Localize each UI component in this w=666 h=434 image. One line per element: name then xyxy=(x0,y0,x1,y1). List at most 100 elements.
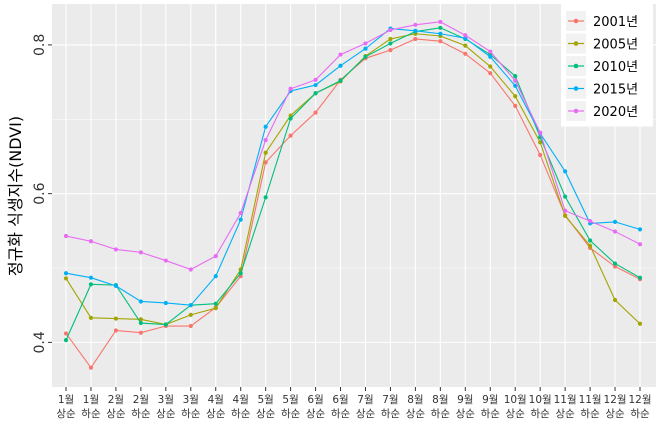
data-point xyxy=(288,116,293,121)
x-tick-label-month: 9월 xyxy=(457,394,473,406)
data-point xyxy=(612,219,618,225)
data-point xyxy=(113,247,119,252)
y-tick-label: 0.6 xyxy=(32,182,48,204)
data-point xyxy=(338,63,343,68)
x-tick-label-period: 하순 xyxy=(181,407,201,420)
x-tick-label-period: 상순 xyxy=(206,408,226,420)
x-tick-label-period: 상순 xyxy=(406,408,426,420)
legend-label: 2010년 xyxy=(593,60,638,75)
data-point xyxy=(637,275,643,280)
data-point xyxy=(63,331,69,336)
x-tick-label-month: 8월 xyxy=(407,394,423,406)
data-point xyxy=(313,110,318,115)
data-point xyxy=(288,113,293,118)
legend-label: 2020년 xyxy=(593,105,638,120)
y-axis-label: 정규화 식생지수(NDVI) xyxy=(6,116,25,276)
x-axis-ticks: 1월상순1월하순2월상순2월하순3월상순3월하순4월상순4월하순5월상순5월하순… xyxy=(56,387,652,420)
data-point xyxy=(188,312,193,317)
data-point xyxy=(263,124,268,129)
data-point xyxy=(88,275,94,280)
data-point xyxy=(587,238,593,243)
x-tick-label-period: 상순 xyxy=(456,408,476,420)
data-point xyxy=(163,258,168,263)
data-point xyxy=(138,250,143,255)
data-point xyxy=(213,306,218,311)
data-point xyxy=(88,239,94,244)
data-point xyxy=(463,43,468,48)
x-tick-label-month: 2월 xyxy=(108,394,124,406)
data-point xyxy=(238,210,243,216)
legend-label: 2005년 xyxy=(593,38,638,53)
data-point xyxy=(563,169,568,174)
x-tick-label-period: 하순 xyxy=(231,407,251,420)
x-tick-label-month: 12월 xyxy=(628,394,651,406)
x-tick-label-month: 12월 xyxy=(604,394,627,406)
data-point xyxy=(238,217,243,222)
data-point xyxy=(363,46,368,51)
data-point xyxy=(563,194,568,199)
data-point xyxy=(138,299,143,304)
x-tick-label-month: 1월 xyxy=(83,394,99,406)
x-tick-label-month: 7월 xyxy=(357,394,373,406)
x-tick-label-month: 10월 xyxy=(504,394,527,406)
x-tick-label-month: 4월 xyxy=(233,394,249,406)
data-point xyxy=(438,19,443,24)
legend-key xyxy=(566,56,586,76)
data-point xyxy=(213,301,218,306)
data-point xyxy=(538,152,543,158)
data-point xyxy=(463,51,468,56)
data-point xyxy=(338,52,343,57)
legend-key-point xyxy=(573,86,579,91)
data-point xyxy=(438,39,443,44)
data-point xyxy=(63,276,69,281)
x-tick-label-period: 상순 xyxy=(106,408,126,420)
data-point xyxy=(163,300,168,306)
data-point xyxy=(113,316,119,321)
data-point xyxy=(488,49,493,54)
data-point xyxy=(612,297,618,303)
minor-gridlines xyxy=(52,119,656,269)
legend-label: 2015년 xyxy=(593,83,638,98)
data-point xyxy=(288,133,293,138)
legend-key-point xyxy=(573,108,579,114)
x-tick-label-period: 상순 xyxy=(306,408,326,420)
data-point xyxy=(388,48,393,53)
data-point xyxy=(513,94,518,99)
data-point xyxy=(113,283,119,288)
data-point xyxy=(188,303,193,308)
data-point xyxy=(263,160,268,165)
data-point xyxy=(188,267,193,272)
data-point xyxy=(213,254,218,259)
x-tick-label-period: 하순 xyxy=(331,407,351,420)
x-tick-label-period: 하순 xyxy=(630,407,650,420)
data-point xyxy=(538,130,543,135)
data-point xyxy=(413,36,418,42)
x-tick-label-period: 하순 xyxy=(131,407,151,420)
x-tick-label-period: 하순 xyxy=(481,407,501,420)
x-tick-label-month: 3월 xyxy=(183,394,199,406)
data-point xyxy=(88,315,94,320)
legend: 2001년 2005년 2010년 2015년 2020년 xyxy=(561,4,653,127)
data-point xyxy=(388,27,393,33)
x-tick-label-period: 하순 xyxy=(381,407,401,420)
data-point xyxy=(488,71,493,76)
data-point xyxy=(363,41,368,46)
x-tick-label-period: 상순 xyxy=(605,408,625,420)
data-point xyxy=(438,25,443,30)
data-point xyxy=(188,323,193,329)
data-point xyxy=(612,264,618,269)
legend-label: 2001년 xyxy=(593,15,638,30)
data-point xyxy=(563,208,568,213)
data-point xyxy=(563,213,568,219)
data-point xyxy=(63,271,69,276)
x-tick-label-period: 상순 xyxy=(356,408,376,420)
x-tick-label-month: 5월 xyxy=(282,394,298,406)
legend-key xyxy=(566,78,586,99)
legend-key xyxy=(566,33,586,54)
legend-key-point xyxy=(573,18,579,24)
x-tick-label-period: 상순 xyxy=(156,408,176,420)
x-tick-label-month: 9월 xyxy=(482,394,498,406)
x-tick-label-month: 7월 xyxy=(382,394,398,406)
x-tick-label-period: 하순 xyxy=(580,407,600,420)
data-point xyxy=(388,36,393,42)
